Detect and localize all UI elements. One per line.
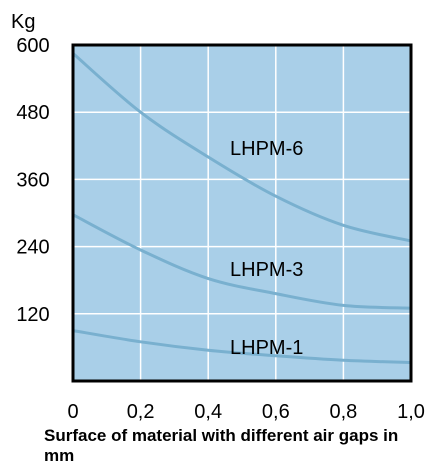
x-axis-label: Surface of material with different air g…	[44, 426, 399, 465]
plot-area	[73, 45, 411, 381]
x-tick-label: 0,6	[262, 401, 290, 423]
x-tick-label: 1,0	[397, 401, 425, 423]
series-line-lhpm-6	[72, 52, 412, 243]
y-axis-ticks: 120 240 360 480 600	[16, 35, 49, 326]
series-labels: LHPM-6 LHPM-3 LHPM-1	[230, 138, 303, 359]
y-tick-label: 240	[16, 237, 49, 259]
series-label-lhpm-6: LHPM-6	[230, 138, 303, 160]
x-axis-ticks: 0 0,2 0,4 0,6 0,8 1,0	[67, 401, 424, 423]
y-tick-label: 360	[16, 169, 49, 191]
x-tick-label: 0,2	[127, 401, 155, 423]
series-line-lhpm-3	[72, 213, 412, 310]
y-tick-label: 600	[16, 35, 49, 57]
series-label-lhpm-1: LHPM-1	[230, 337, 303, 359]
x-tick-label: 0,8	[329, 401, 357, 423]
y-tick-label: 480	[16, 102, 49, 124]
x-tick-label: 0	[67, 401, 78, 423]
x-tick-label: 0,4	[194, 401, 222, 423]
plot-frame	[71, 43, 413, 383]
series-label-lhpm-3: LHPM-3	[230, 259, 303, 281]
y-axis-label: Kg	[11, 11, 35, 33]
series-line-lhpm-1	[72, 329, 412, 365]
grid-lines	[73, 45, 411, 381]
y-tick-label: 120	[16, 304, 49, 326]
series-lines	[72, 52, 412, 365]
